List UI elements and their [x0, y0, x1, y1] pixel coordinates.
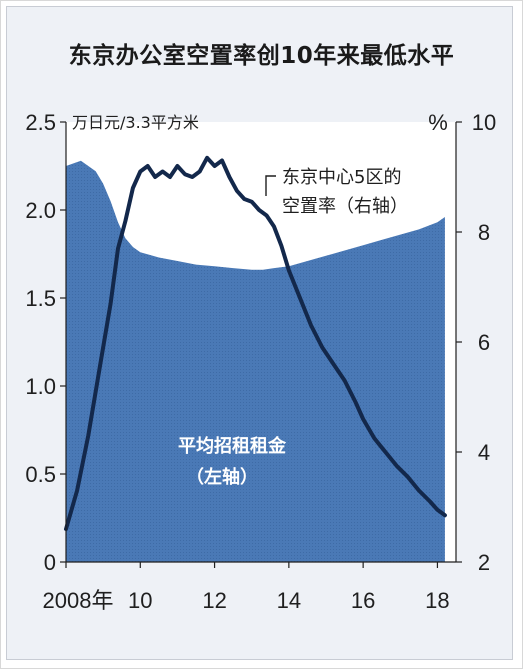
rent-series-label-line2: （左轴） — [186, 466, 258, 488]
right-tick-label: 6 — [478, 330, 490, 355]
x-tick-label: 12 — [202, 588, 226, 613]
x-tick-label: 2008年 — [43, 588, 114, 613]
rent-area-layer — [66, 160, 445, 562]
rent-area — [66, 160, 445, 562]
left-tick-label: 0.5 — [25, 462, 56, 487]
right-tick-label: 2 — [478, 550, 490, 575]
right-tick-label: 8 — [478, 220, 490, 245]
axis-layer: 0 0.5 1.0 1.5 2.0 2.5 2 4 6 8 10 2008年 10 12 14 16 18 — [25, 110, 496, 613]
left-tick-label: 1.0 — [25, 374, 56, 399]
vacancy-label-leader — [265, 175, 276, 196]
left-tick-label: 2.5 — [25, 110, 56, 135]
right-tick-label: 4 — [478, 440, 490, 465]
vacancy-series-label-line2: 空置率（右轴） — [282, 196, 408, 217]
left-tick-label: 1.5 — [25, 286, 56, 311]
x-tick-label: 14 — [277, 588, 301, 613]
left-tick-label: 2.0 — [25, 198, 56, 223]
rent-series-label: 平均招租租金 — [178, 435, 287, 457]
left-tick-label: 0 — [44, 550, 56, 575]
vacancy-line — [64, 155, 447, 531]
right-axis-unit: % — [428, 110, 448, 135]
x-tick-label: 16 — [351, 588, 375, 613]
vacancy-series-label: 东京中心5区的 — [282, 167, 401, 188]
x-tick-label: 18 — [425, 588, 449, 613]
chart-title: 东京办公室空置率创10年来最低水平 — [68, 43, 455, 69]
x-tick-label: 10 — [128, 588, 152, 613]
right-tick-label: 10 — [472, 110, 496, 135]
vacancy-line-layer — [64, 155, 447, 531]
left-axis-unit: 万日元/3.3平方米 — [72, 113, 199, 132]
